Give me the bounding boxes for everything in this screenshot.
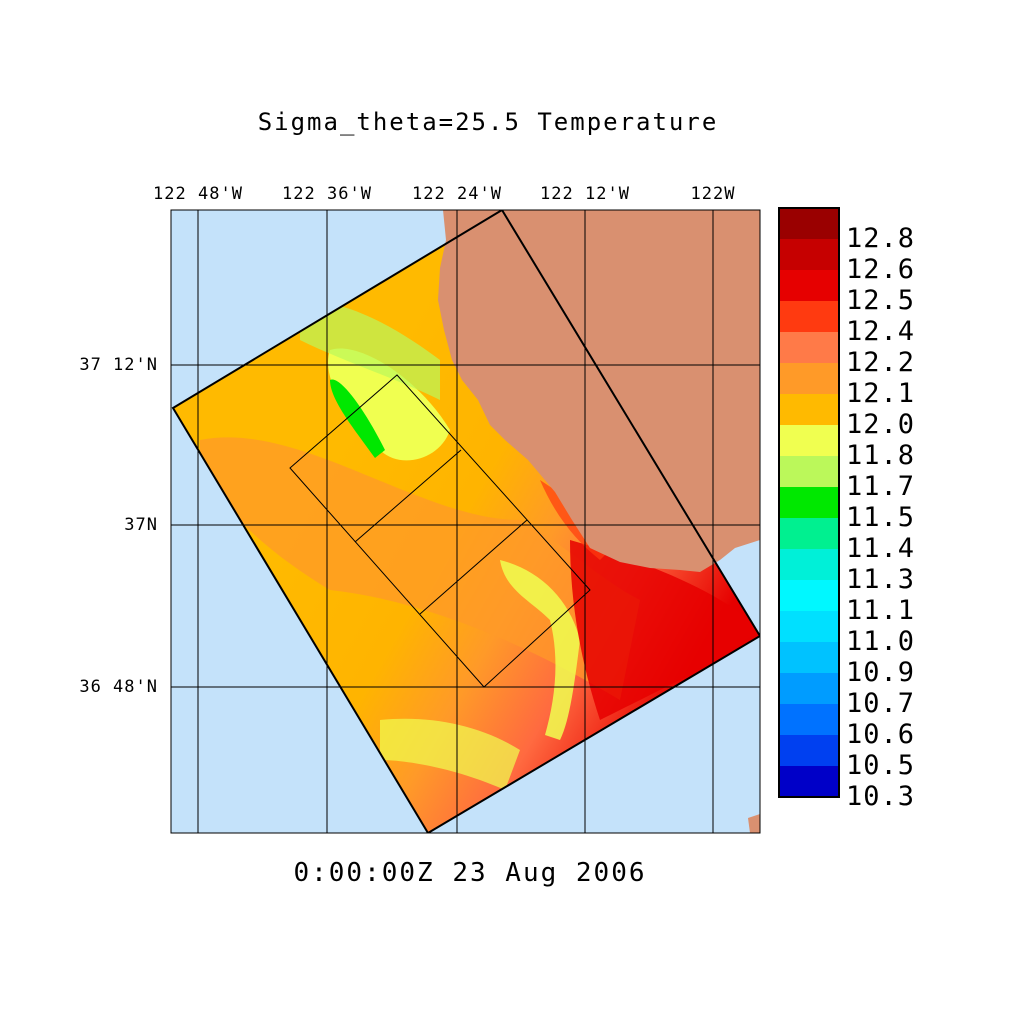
colorbar-frame <box>778 207 840 798</box>
yellow-patch-southwest <box>380 718 520 790</box>
colorbar-swatch <box>779 270 839 301</box>
timestamp: 0:00:00Z 23 Aug 2006 <box>293 858 647 888</box>
colorbar-swatch <box>779 766 839 797</box>
colorbar-label: 11.1 <box>846 595 916 626</box>
warm-core <box>570 540 760 720</box>
domain-outline <box>171 210 760 833</box>
colorbar-label: 12.2 <box>846 347 916 378</box>
nearshore-yellow-band <box>300 300 440 400</box>
colorbar-swatch <box>779 394 839 425</box>
colorbar-swatch <box>779 611 839 642</box>
colorbar-swatch <box>779 549 839 580</box>
map-title: Sigma_theta=25.5 Temperature <box>257 108 719 136</box>
colorbar-label: 12.0 <box>846 409 916 440</box>
graticule <box>171 210 760 833</box>
colorbar-label: 11.4 <box>846 533 916 564</box>
colorbar-label: 10.5 <box>846 750 916 781</box>
colorbar-label: 11.5 <box>846 502 916 533</box>
colorbar-swatch <box>779 735 839 766</box>
colorbar-swatch <box>779 580 839 611</box>
colorbar-swatch <box>779 704 839 735</box>
nested-grid-line <box>354 449 462 543</box>
yellow-strip-south <box>500 560 580 740</box>
lon-tick-label: 122 36'W <box>282 184 372 204</box>
colorbar-label: 11.0 <box>846 626 916 657</box>
colorbar-label: 10.9 <box>846 657 916 688</box>
lon-tick-label: 122 48'W <box>153 184 243 204</box>
colorbar-label: 12.8 <box>846 223 916 254</box>
colorbar-swatch <box>779 363 839 394</box>
colorbar-label: 11.3 <box>846 564 916 595</box>
colorbar-label: 10.7 <box>846 688 916 719</box>
colorbar-label: 10.3 <box>846 781 916 812</box>
lon-tick-label: 122 24'W <box>412 184 502 204</box>
colorbar-swatch <box>779 673 839 704</box>
nested-grid-line <box>419 519 528 615</box>
colorbar-label: 12.5 <box>846 285 916 316</box>
cool-yellow-patch <box>328 348 450 461</box>
colorbar-swatch <box>779 487 839 518</box>
colorbar-label: 12.4 <box>846 316 916 347</box>
colorbar-label: 11.7 <box>846 471 916 502</box>
lon-tick-label: 122 12'W <box>540 184 630 204</box>
colorbar-swatch <box>779 425 839 456</box>
orange-band <box>200 437 640 700</box>
colorbar-label: 10.6 <box>846 719 916 750</box>
lat-tick-label: 37 12'N <box>79 355 158 375</box>
lat-tick-label: 36 48'N <box>79 677 158 697</box>
colorbar-swatch <box>779 332 839 363</box>
colorbar-swatch <box>779 518 839 549</box>
land-speck <box>748 814 760 833</box>
colorbar-label: 12.1 <box>846 378 916 409</box>
colorbar-swatch <box>779 208 839 239</box>
lon-tick-label: 122W <box>690 184 736 204</box>
plot-frame <box>170 209 761 834</box>
colorbar-label: 11.8 <box>846 440 916 471</box>
colorbar-swatch <box>779 301 839 332</box>
plot-area <box>171 210 760 833</box>
colorbar-swatch <box>779 456 839 487</box>
colorbar-label: 12.6 <box>846 254 916 285</box>
colorbar-swatch <box>779 642 839 673</box>
lat-tick-label: 37N <box>124 515 158 535</box>
colorbar <box>778 207 840 798</box>
cool-green-streak <box>330 379 385 458</box>
land-mass <box>438 210 760 572</box>
nested-domain-outline <box>289 374 591 688</box>
colorbar-swatch <box>779 239 839 270</box>
